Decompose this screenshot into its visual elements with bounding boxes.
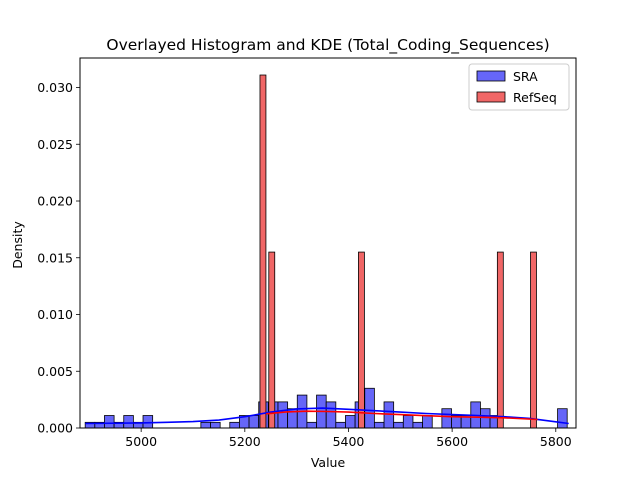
sra-bar [441,408,452,429]
sra-bar [210,421,221,429]
refseq-bar [268,251,276,429]
sra-bar [142,415,154,429]
refseq-bar [496,251,504,429]
y-tick-label: 0.020 [37,194,73,209]
sra-bar [412,421,423,429]
sra-bar [277,401,289,429]
sra-bar [402,415,414,429]
y-tick-label: 0.025 [37,137,73,152]
sra-bar [393,421,404,429]
y-tick-label: 0.000 [37,421,73,436]
x-tick-label: 5400 [333,434,365,449]
chart-title: Overlayed Histogram and KDE (Total_Codin… [106,36,549,55]
y-tick-label: 0.030 [37,80,73,95]
x-tick-label: 5200 [229,434,261,449]
y-tick-label: 0.015 [37,250,73,265]
sra-bar [248,415,260,429]
sra-bar [373,421,385,429]
sra-bar [364,387,375,429]
sra-bar [229,421,240,429]
sra-bar [123,415,134,429]
sra-bar [557,408,568,429]
refseq-bar [530,251,537,429]
legend-swatch [476,91,506,103]
legend-label: SRA [513,69,538,84]
refseq-bar [358,251,365,429]
x-axis-label: Value [311,455,346,470]
sra-bar [306,421,317,429]
x-tick-label: 5000 [125,434,157,449]
sra-bar [480,408,491,429]
refseq-kde-line [266,410,538,421]
y-tick-label: 0.010 [37,307,73,322]
sra-bar [345,415,356,429]
sra-bar [104,415,115,429]
legend-swatch [476,70,506,82]
x-tick-label: 5600 [436,434,468,449]
sra-bar [325,401,337,429]
plot-area: 5000 5200 5400 5600 5800 0.000 0.005 0.010 0.015… [37,57,577,449]
y-axis-label: Density [10,221,25,269]
axes-frame [79,57,577,429]
sra-bar [200,421,211,429]
sra-bar [422,415,433,429]
x-tick-label: 5800 [540,434,572,449]
refseq-bar [259,74,267,429]
y-tick-label: 0.005 [37,364,73,379]
sra-kde-line [85,407,569,425]
sra-bar [335,421,346,429]
legend-label: RefSeq [513,90,557,105]
